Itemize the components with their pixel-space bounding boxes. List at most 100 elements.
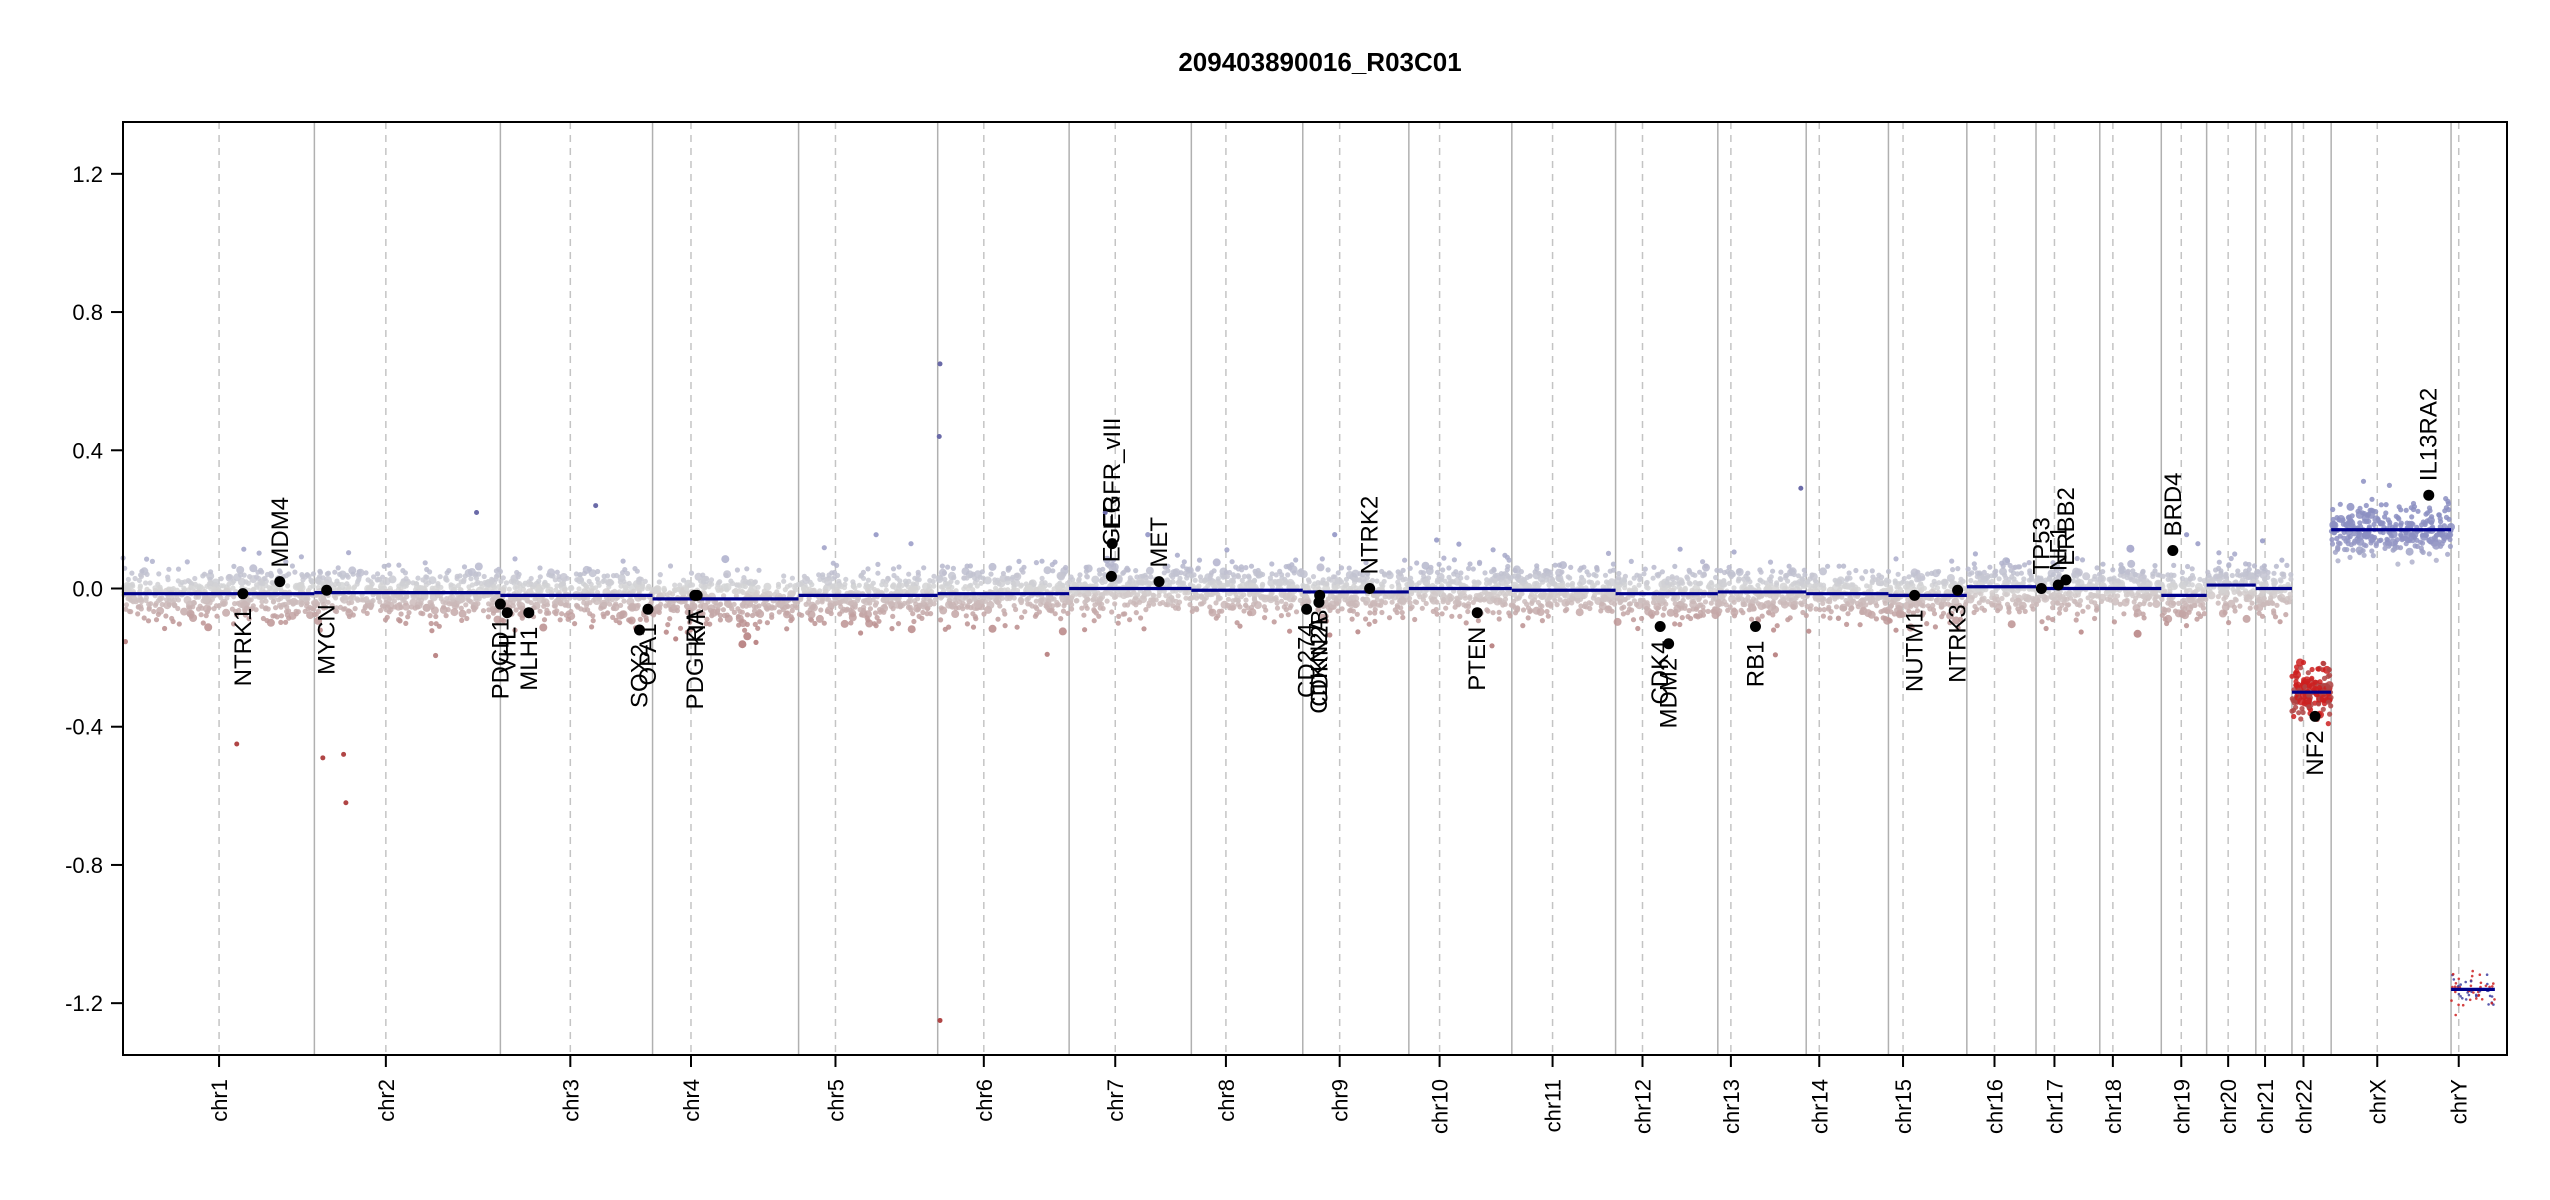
data-point xyxy=(1258,595,1264,601)
data-point xyxy=(402,602,411,611)
data-point xyxy=(744,592,750,598)
data-point xyxy=(865,577,872,583)
data-point xyxy=(857,607,863,613)
data-point xyxy=(1127,575,1133,581)
data-point xyxy=(1917,573,1926,581)
data-point xyxy=(262,575,268,582)
data-point xyxy=(329,603,335,609)
data-point xyxy=(520,586,527,593)
data-point xyxy=(1351,569,1360,578)
data-point xyxy=(1434,569,1441,576)
data-point xyxy=(1414,560,1420,566)
data-point xyxy=(313,602,319,608)
data-point xyxy=(1660,612,1666,618)
data-point xyxy=(377,582,386,591)
data-point xyxy=(1098,596,1104,602)
data-point xyxy=(1897,605,1903,612)
data-point xyxy=(661,591,667,598)
data-point xyxy=(414,604,421,610)
data-point xyxy=(1109,561,1115,567)
data-point xyxy=(890,613,896,620)
data-point xyxy=(1669,576,1676,582)
data-point xyxy=(1730,608,1739,617)
data-point xyxy=(743,603,749,609)
data-point xyxy=(419,585,425,591)
data-point xyxy=(752,579,759,585)
data-point xyxy=(171,597,178,603)
data-point xyxy=(1475,618,1481,624)
data-point xyxy=(1032,613,1038,619)
data-point xyxy=(226,581,232,587)
data-point xyxy=(1972,592,1978,599)
data-point xyxy=(742,627,748,633)
data-point xyxy=(2013,597,2022,606)
data-point xyxy=(1267,575,1273,581)
data-point xyxy=(671,604,677,610)
data-point xyxy=(344,572,350,578)
data-point xyxy=(166,566,172,572)
data-point xyxy=(600,578,606,585)
data-point xyxy=(256,550,262,556)
data-point xyxy=(1386,615,1393,621)
data-point xyxy=(1920,610,1927,616)
data-point xyxy=(1590,595,1596,601)
data-point xyxy=(580,595,587,602)
data-point xyxy=(842,581,848,587)
data-point xyxy=(1085,590,1091,596)
data-point xyxy=(717,612,724,618)
data-point xyxy=(1365,571,1371,577)
data-point xyxy=(832,596,838,602)
data-point xyxy=(1116,613,1122,620)
data-point xyxy=(284,604,290,610)
data-point xyxy=(1731,549,1737,555)
data-point xyxy=(1389,599,1395,605)
data-point xyxy=(721,555,730,564)
data-point xyxy=(397,618,403,624)
data-point xyxy=(1408,579,1414,585)
data-point xyxy=(2150,571,2156,577)
data-point xyxy=(1936,568,1942,575)
data-point xyxy=(1687,569,1693,575)
data-point xyxy=(1141,590,1147,597)
data-point xyxy=(981,611,987,617)
data-point xyxy=(1174,571,1180,577)
data-point xyxy=(528,600,534,606)
data-point xyxy=(250,603,256,609)
data-point xyxy=(757,619,763,625)
data-point xyxy=(1119,591,1128,600)
data-point xyxy=(1125,567,1131,573)
data-point xyxy=(298,554,304,560)
data-point xyxy=(512,556,518,562)
data-point xyxy=(288,599,294,605)
data-point xyxy=(1565,582,1571,588)
data-point xyxy=(444,577,450,583)
data-point xyxy=(930,578,936,585)
data-point xyxy=(1215,613,1221,619)
data-point xyxy=(1944,588,1950,595)
data-point xyxy=(575,604,581,610)
data-point xyxy=(1041,586,1047,592)
data-point xyxy=(2018,570,2024,576)
data-point xyxy=(563,602,569,608)
data-point xyxy=(848,613,857,622)
data-point xyxy=(1771,627,1777,633)
data-point xyxy=(871,586,878,593)
data-point xyxy=(1844,575,1851,581)
data-point xyxy=(1483,580,1490,587)
data-point xyxy=(1696,595,1703,601)
data-point xyxy=(1378,581,1385,587)
data-point xyxy=(924,606,931,612)
data-point xyxy=(1332,532,1338,538)
data-point xyxy=(769,604,775,610)
data-points xyxy=(120,478,2496,1017)
data-point xyxy=(838,604,844,610)
data-point xyxy=(391,598,397,604)
data-point xyxy=(1798,580,1805,586)
data-point xyxy=(734,567,741,573)
data-point xyxy=(1817,607,1823,613)
data-point xyxy=(1767,559,1774,565)
data-point xyxy=(1069,595,1075,601)
data-point xyxy=(1109,609,1115,615)
data-point xyxy=(1527,573,1533,579)
data-point xyxy=(482,580,488,586)
